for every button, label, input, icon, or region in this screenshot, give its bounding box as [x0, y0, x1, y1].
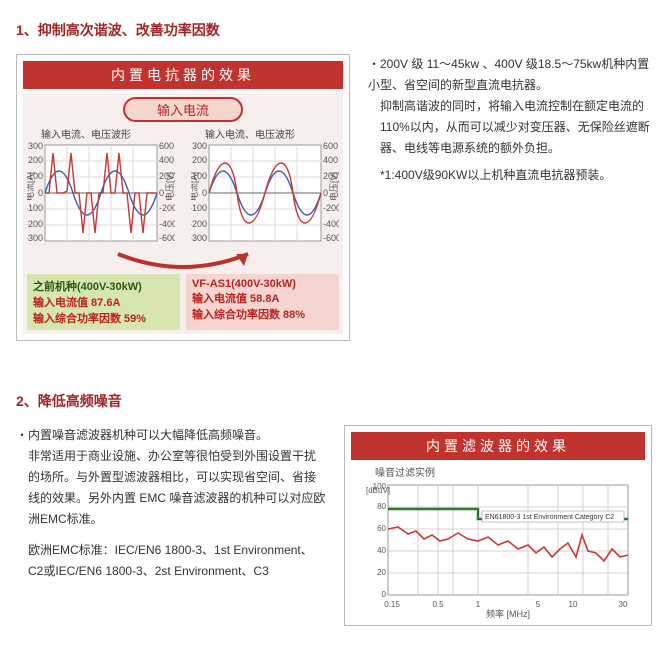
reactor-body: 输入电流 输入电流、电压波形: [23, 93, 343, 334]
before-l2: 输入综合功率因数 59%: [33, 310, 174, 326]
section1-row: 内置电抗器的效果 输入电流 输入电流、电压波形: [16, 54, 652, 341]
svg-text:电流[A]: 电流[A]: [27, 172, 35, 201]
svg-text:300: 300: [28, 141, 43, 151]
filter-panel-title: 内置滤波器的效果: [351, 432, 645, 460]
section2-bullets: ・内置噪音滤波器机种可以大幅降低高频噪音。 非常适用于商业设施、办公室等很怕受到…: [16, 425, 326, 582]
svg-text:-400: -400: [323, 219, 339, 229]
chart-after: 输入电流、电压波形: [191, 126, 339, 254]
before-l1: 输入电流值 87.6A: [33, 294, 174, 310]
svg-text:-300: -300: [191, 233, 207, 243]
section1-bullets: ・200V 级 11～45kw 、400V 级18.5～75kw机种内置小型、省…: [368, 54, 652, 186]
chart-after-svg: 300200100 0-100-200-300 600400200 0-200-…: [191, 141, 339, 251]
after-l2: 输入综合功率因数 88%: [192, 306, 333, 322]
arrow-icon: [28, 252, 338, 274]
svg-text:30: 30: [619, 600, 628, 609]
svg-text:300: 300: [192, 141, 207, 151]
s2-b2: 非常适用于商业设施、办公室等很怕受到外围设置干扰的场所。与外置型滤波器相比，可以…: [16, 446, 326, 530]
reactor-panel-title: 内置电抗器的效果: [23, 61, 343, 89]
svg-text:-200: -200: [323, 203, 339, 213]
svg-text:0.5: 0.5: [432, 600, 444, 609]
svg-text:[dBuV]: [dBuV]: [366, 486, 390, 495]
svg-text:-400: -400: [159, 219, 175, 229]
svg-text:-100: -100: [191, 203, 207, 213]
svg-text:5: 5: [536, 600, 541, 609]
svg-text:400: 400: [323, 155, 338, 165]
svg-text:600: 600: [323, 141, 338, 151]
svg-text:0: 0: [159, 188, 164, 198]
section2-title: 2、降低高频噪音: [16, 391, 652, 411]
after-l1: 输入电流值 58.8A: [192, 290, 333, 306]
svg-text:10: 10: [569, 600, 578, 609]
chart-after-caption: 输入电流、电压波形: [205, 126, 339, 141]
before-box: 之前机种(400V-30kW) 输入电流值 87.6A 输入综合功率因数 59%: [27, 274, 180, 330]
limit-label: EN61800-3 1st Environment Category C2: [485, 514, 614, 521]
svg-text:0: 0: [38, 188, 43, 198]
svg-text:电压[V]: 电压[V]: [328, 172, 339, 201]
svg-text:600: 600: [159, 141, 174, 151]
after-model: VF-AS1(400V-30kW): [192, 278, 333, 290]
svg-text:-600: -600: [323, 233, 339, 243]
sub-label: 输入电流: [123, 97, 243, 122]
section2-row: ・内置噪音滤波器机种可以大幅降低高频噪音。 非常适用于商业设施、办公室等很怕受到…: [16, 425, 652, 626]
section1-title: 1、抑制高次谐波、改善功率因数: [16, 20, 652, 40]
svg-text:-200: -200: [159, 203, 175, 213]
reactor-panel: 内置电抗器的效果 输入电流 输入电流、电压波形: [16, 54, 350, 341]
svg-text:-300: -300: [27, 233, 43, 243]
chart-before-svg: 300200100 0-100-200-300 600400200 0-200-…: [27, 141, 175, 251]
svg-text:频率 [MHz]: 频率 [MHz]: [486, 608, 530, 619]
s1-b3: *1:400V级90KW以上机种直流电抗器预装。: [368, 165, 652, 186]
s2-b1: ・内置噪音滤波器机种可以大幅降低高频噪音。: [16, 425, 326, 446]
svg-text:0: 0: [202, 188, 207, 198]
svg-text:20: 20: [377, 568, 386, 577]
svg-text:0: 0: [323, 188, 328, 198]
svg-text:电压[V]: 电压[V]: [164, 172, 175, 201]
before-model: 之前机种(400V-30kW): [33, 278, 174, 294]
svg-text:-200: -200: [27, 219, 43, 229]
svg-text:0.15: 0.15: [384, 600, 400, 609]
svg-text:80: 80: [377, 502, 386, 511]
svg-text:-100: -100: [27, 203, 43, 213]
svg-text:电流[A]: 电流[A]: [191, 172, 199, 201]
svg-text:60: 60: [377, 524, 386, 533]
s1-b2: 抑制高谐波的同时，将输入电流控制在额定电流的110%以内，从而可以减少对变压器、…: [368, 96, 652, 159]
svg-text:40: 40: [377, 546, 386, 555]
filter-panel: 内置滤波器的效果 噪音过滤实例 EN61800-3 1st Environmen…: [344, 425, 652, 626]
s1-b1: ・200V 级 11～45kw 、400V 级18.5～75kw机种内置小型、省…: [368, 54, 652, 96]
svg-text:400: 400: [159, 155, 174, 165]
svg-text:-200: -200: [191, 219, 207, 229]
after-box: VF-AS1(400V-30kW) 输入电流值 58.8A 输入综合功率因数 8…: [186, 274, 339, 330]
svg-text:0: 0: [382, 590, 387, 599]
filter-chart-svg: EN61800-3 1st Environment Category C2 10…: [358, 479, 638, 619]
svg-text:200: 200: [192, 155, 207, 165]
filter-chart-caption: 噪音过滤实例: [375, 464, 645, 479]
svg-text:1: 1: [476, 600, 481, 609]
chart-before: 输入电流、电压波形: [27, 126, 175, 254]
chart-before-caption: 输入电流、电压波形: [41, 126, 175, 141]
svg-text:-600: -600: [159, 233, 175, 243]
s2-b3: 欧洲EMC标准：IEC/EN6 1800-3、1st Environment、C…: [16, 540, 326, 582]
svg-text:200: 200: [28, 155, 43, 165]
